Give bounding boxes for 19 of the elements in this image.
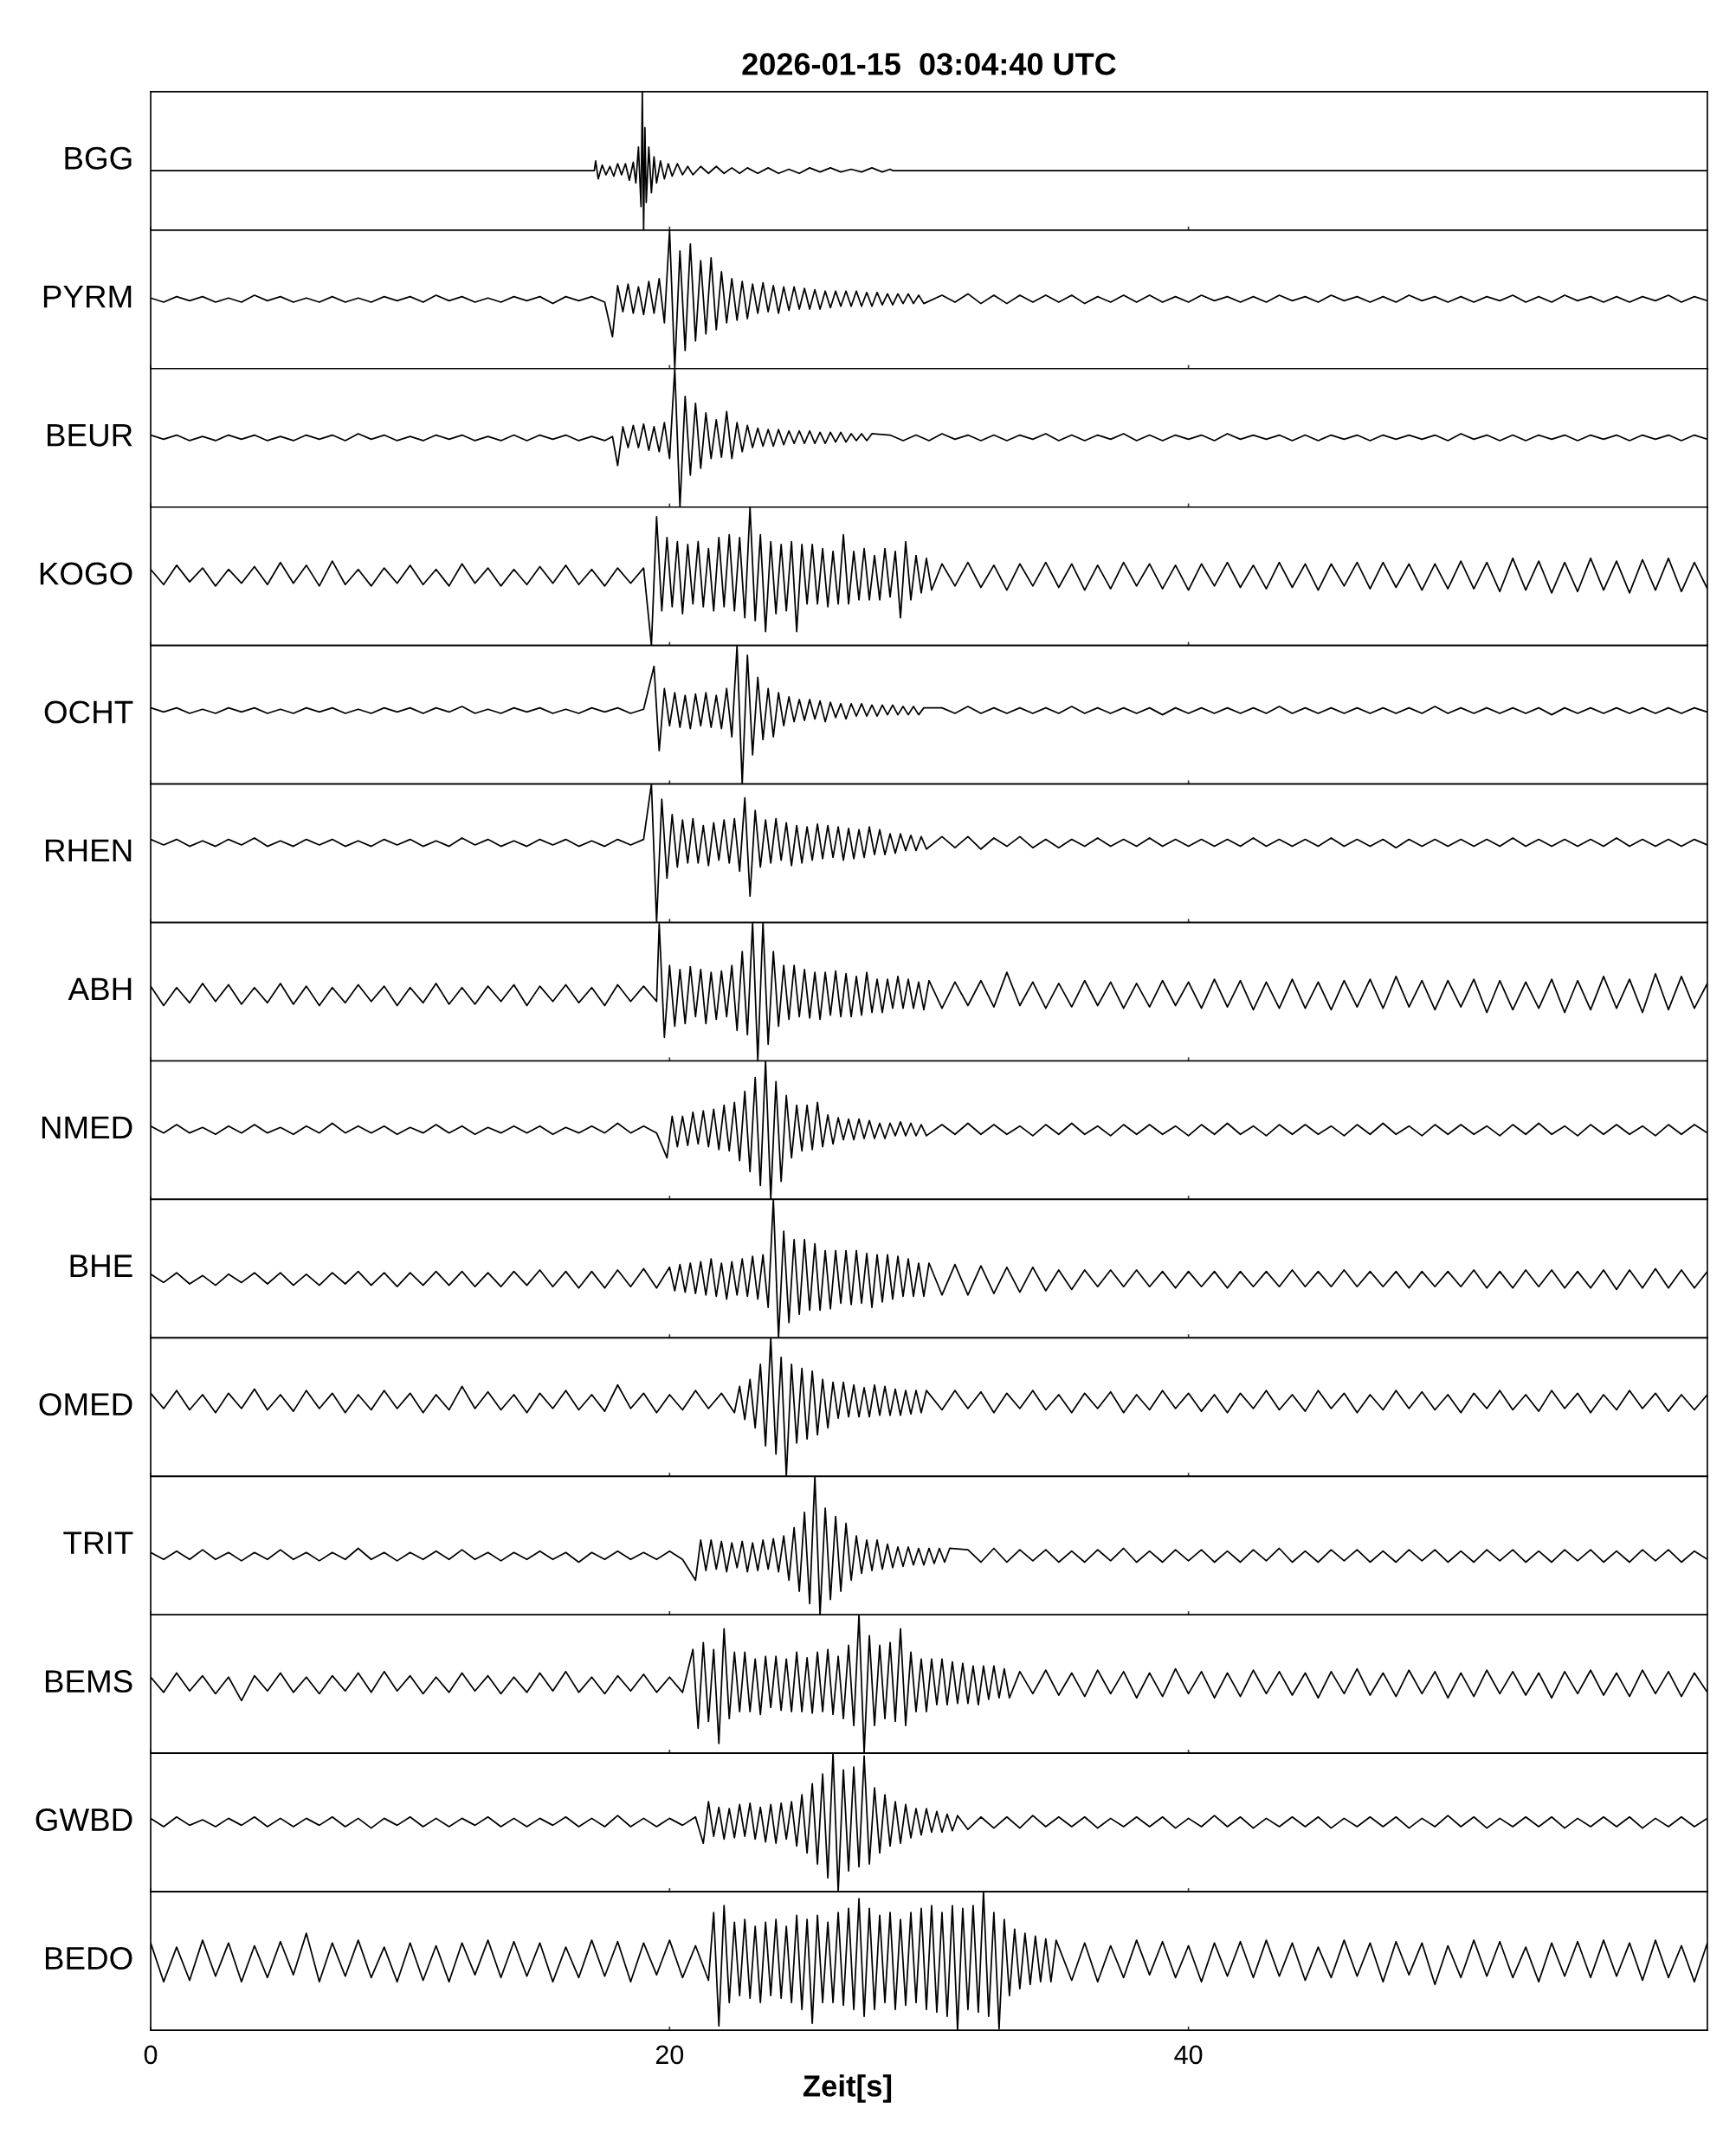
y-axis-title: NMED: [42, 1116, 132, 1138]
y-axis-title: ABH: [68, 977, 132, 1001]
x-axis-title: Zeit[s]: [803, 2074, 892, 2103]
x-tick-label: 0: [144, 2045, 158, 2065]
x-tick-label: 20: [655, 2045, 684, 2065]
y-axis-title: OCHT: [44, 700, 133, 724]
y-axis-title: PYRM: [43, 286, 132, 308]
y-axis-title: BEMS: [45, 1670, 132, 1693]
y-axis-title: KOGO: [40, 562, 132, 585]
x-tick-label: 40: [1174, 2045, 1203, 2065]
y-axis-title: TRIT: [63, 1531, 133, 1554]
y-axis-title: OMED: [39, 1393, 132, 1416]
y-axis-title: BHE: [70, 1254, 132, 1277]
y-axis-title: BGG: [65, 146, 132, 170]
y-axis-title: RHEN: [45, 839, 132, 862]
y-axis-title: GWBD: [35, 1808, 132, 1832]
y-axis-title: BEUR: [48, 423, 132, 447]
y-axis-title: BEDO: [45, 1946, 132, 1970]
chart-title: 2026-01-15 03:04:40 UTC: [742, 53, 1116, 75]
